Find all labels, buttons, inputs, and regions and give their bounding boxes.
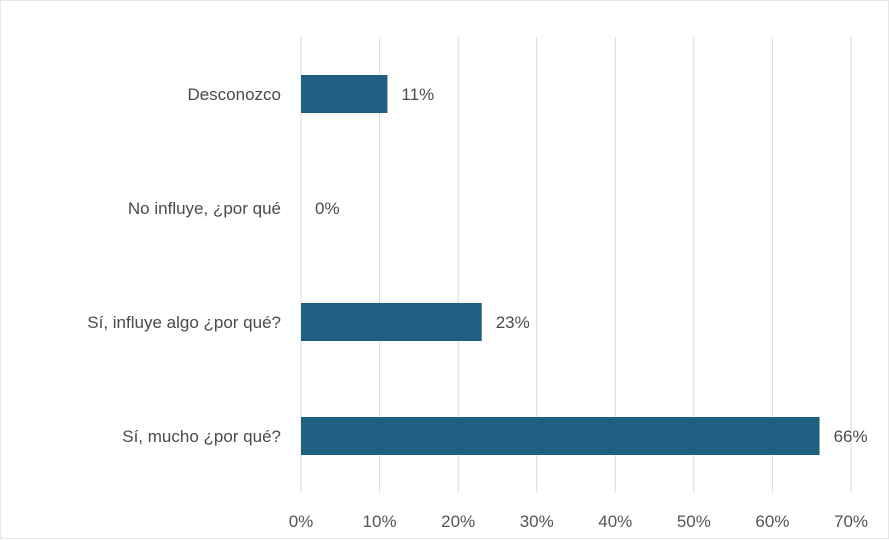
data-label: 0% bbox=[315, 199, 340, 218]
x-tick-label: 20% bbox=[441, 512, 475, 531]
x-tick-label: 60% bbox=[755, 512, 789, 531]
category-label: Sí, mucho ¿por qué? bbox=[122, 427, 281, 446]
category-labels: Desconozco No influye, ¿por qué Sí, influy… bbox=[87, 85, 281, 446]
data-label: 11% bbox=[401, 85, 434, 104]
x-tick-label: 40% bbox=[598, 512, 632, 531]
x-axis-tick-labels: 0% 10% 20% 30% 40% 50% 60% 70% bbox=[289, 512, 868, 531]
x-tick-label: 30% bbox=[520, 512, 554, 531]
x-tick-label: 70% bbox=[834, 512, 868, 531]
data-label: 66% bbox=[834, 427, 868, 446]
bar bbox=[301, 417, 820, 455]
x-tick-label: 50% bbox=[677, 512, 711, 531]
category-label: Sí, influye algo ¿por qué? bbox=[87, 313, 281, 332]
bars bbox=[301, 75, 820, 455]
data-label: 23% bbox=[496, 313, 530, 332]
category-label: Desconozco bbox=[187, 85, 281, 104]
category-label: No influye, ¿por qué bbox=[128, 199, 281, 218]
data-labels: 11% 0% 23% 66% bbox=[315, 85, 868, 446]
bar bbox=[301, 303, 482, 341]
x-tick-label: 10% bbox=[363, 512, 397, 531]
bar bbox=[301, 75, 388, 113]
x-tick-label: 0% bbox=[289, 512, 314, 531]
